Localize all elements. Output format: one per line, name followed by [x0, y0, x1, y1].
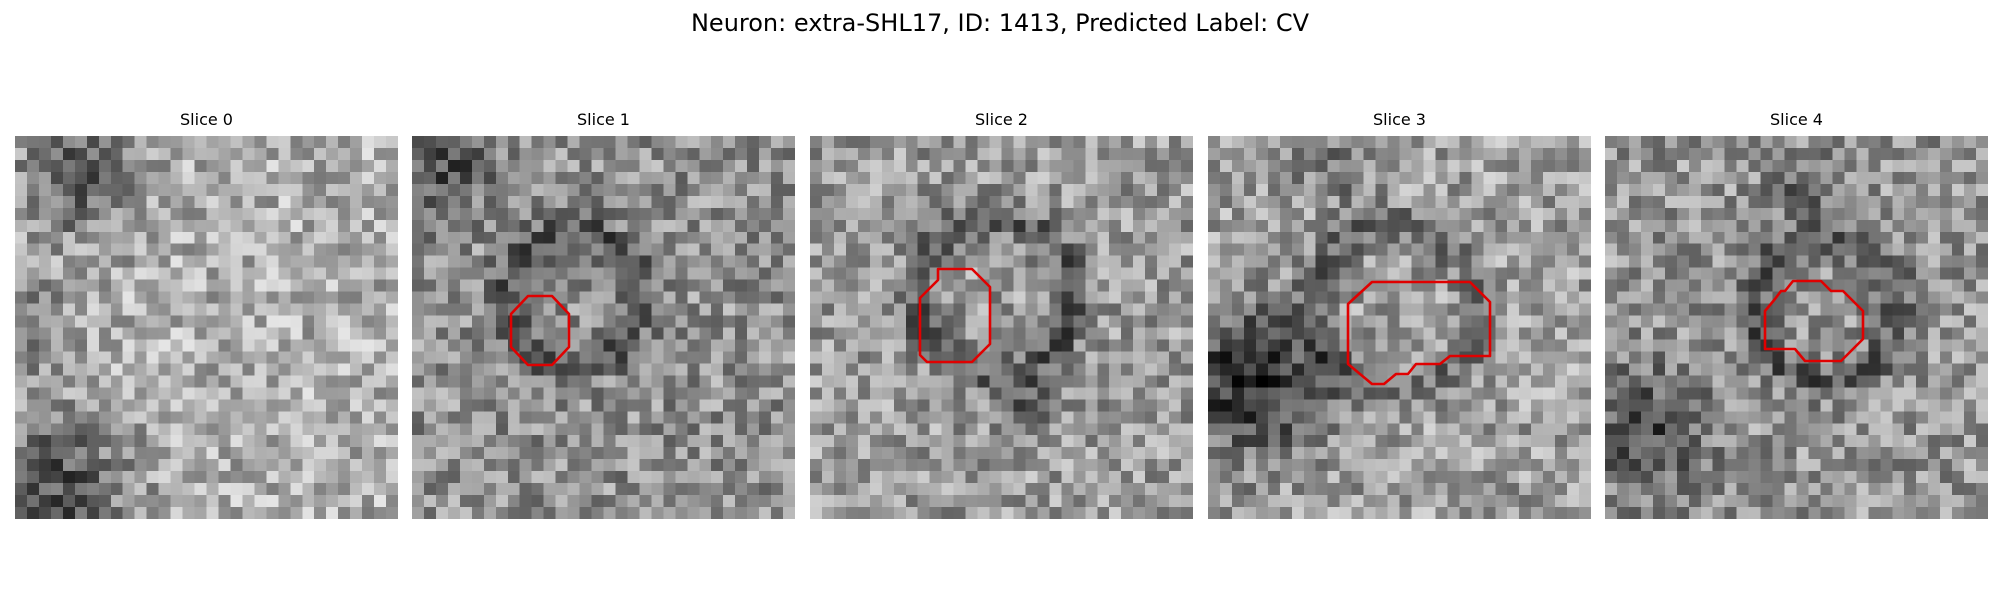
slice-title: Slice 4 — [1770, 110, 1823, 129]
slice-panel-2: Slice 2 — [810, 110, 1193, 519]
figure-title: Neuron: extra-SHL17, ID: 1413, Predicted… — [690, 9, 1310, 37]
grayscale-microscopy-image — [1605, 136, 1988, 519]
grayscale-microscopy-image — [412, 136, 795, 519]
grayscale-microscopy-image — [810, 136, 1193, 519]
slice-panel-0: Slice 0 — [15, 110, 398, 519]
slice-panel-1: Slice 1 — [412, 110, 795, 519]
slice-title: Slice 2 — [975, 110, 1028, 129]
slice-panel-3: Slice 3 — [1208, 110, 1591, 519]
slice-title: Slice 1 — [577, 110, 630, 129]
slice-panel-4: Slice 4 — [1605, 110, 1988, 519]
grayscale-microscopy-image — [1208, 136, 1591, 519]
slice-title: Slice 3 — [1373, 110, 1426, 129]
grayscale-microscopy-image — [15, 136, 398, 519]
slice-title: Slice 0 — [180, 110, 233, 129]
